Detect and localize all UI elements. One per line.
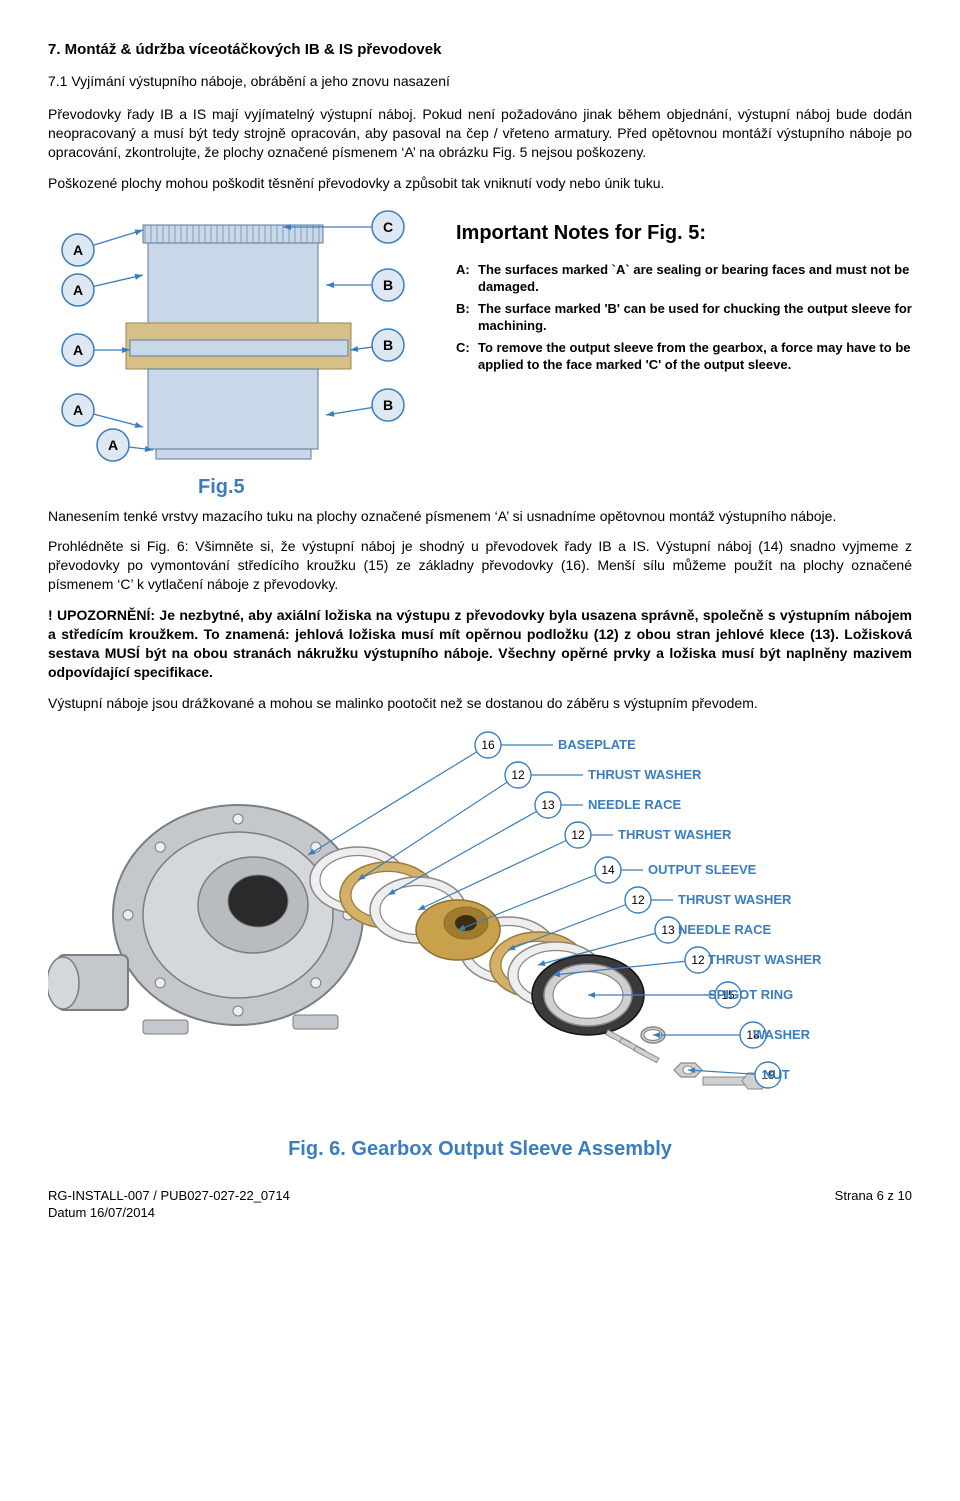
svg-text:B: B bbox=[383, 277, 393, 293]
svg-text:A: A bbox=[108, 437, 118, 453]
warning-paragraph: ! UPOZORNĚNÍ: Je nezbytné, aby axiální l… bbox=[48, 606, 912, 682]
paragraph-4: Prohlédněte si Fig. 6: Všimněte si, že v… bbox=[48, 537, 912, 594]
svg-text:NEEDLE RACE: NEEDLE RACE bbox=[678, 922, 772, 937]
fig5-note-row: C:To remove the output sleeve from the g… bbox=[456, 339, 912, 374]
footer-date: Datum 16/07/2014 bbox=[48, 1204, 290, 1222]
figure-5-notes: Important Notes for Fig. 5: A:The surfac… bbox=[428, 205, 912, 378]
svg-text:12: 12 bbox=[571, 828, 585, 842]
fig5-notes-title: Important Notes for Fig. 5: bbox=[456, 220, 912, 247]
section-title: 7. Montáž & údržba víceotáčkových IB & I… bbox=[48, 40, 912, 60]
svg-text:12: 12 bbox=[691, 953, 705, 967]
figure-5-block: A A A A A C B B B Important Notes for Fig. 5: A:… bbox=[48, 205, 912, 470]
svg-text:16: 16 bbox=[481, 738, 495, 752]
svg-text:NEEDLE RACE: NEEDLE RACE bbox=[588, 797, 682, 812]
svg-text:A: A bbox=[73, 402, 83, 418]
svg-text:13: 13 bbox=[661, 923, 675, 937]
footer-page-number: Strana 6 z 10 bbox=[835, 1187, 912, 1222]
svg-text:13: 13 bbox=[541, 798, 555, 812]
svg-text:THRUST WASHER: THRUST WASHER bbox=[708, 952, 822, 967]
svg-text:C: C bbox=[383, 219, 393, 235]
svg-text:B: B bbox=[383, 337, 393, 353]
figure-6-caption: Fig. 6. Gearbox Output Sleeve Assembly bbox=[48, 1136, 912, 1163]
fig5-note-row: A:The surfaces marked `A` are sealing or… bbox=[456, 261, 912, 296]
footer-doc-id: RG-INSTALL-007 / PUB027-027-22_0714 bbox=[48, 1187, 290, 1205]
figure-5-diagram: A A A A A C B B B bbox=[48, 205, 428, 470]
figure-6-block: 16BASEPLATE12THRUST WASHER13NEEDLE RACE1… bbox=[48, 725, 912, 1163]
svg-text:NUT: NUT bbox=[763, 1067, 790, 1082]
svg-text:14: 14 bbox=[601, 863, 615, 877]
figure-5-caption: Fig.5 bbox=[198, 474, 912, 501]
svg-text:B: B bbox=[383, 397, 393, 413]
svg-text:BASEPLATE: BASEPLATE bbox=[558, 737, 636, 752]
svg-text:A: A bbox=[73, 342, 83, 358]
svg-text:WASHER: WASHER bbox=[753, 1027, 811, 1042]
svg-text:OUTPUT SLEEVE: OUTPUT SLEEVE bbox=[648, 862, 757, 877]
svg-text:12: 12 bbox=[631, 893, 645, 907]
svg-text:THRUST WASHER: THRUST WASHER bbox=[618, 827, 732, 842]
subsection-title: 7.1 Vyjímání výstupního náboje, obrábění… bbox=[48, 72, 912, 91]
paragraph-2: Poškozené plochy mohou poškodit těsnění … bbox=[48, 174, 912, 193]
paragraph-3: Nanesením tenké vrstvy mazacího tuku na … bbox=[48, 507, 912, 526]
fig5-note-row: B:The surface marked 'B' can be used for… bbox=[456, 300, 912, 335]
svg-text:A: A bbox=[73, 242, 83, 258]
paragraph-1: Převodovky řady IB a IS mají vyjímatelný… bbox=[48, 105, 912, 162]
svg-text:SPIGOT RING: SPIGOT RING bbox=[708, 987, 793, 1002]
page-footer: RG-INSTALL-007 / PUB027-027-22_0714 Datu… bbox=[48, 1187, 912, 1222]
svg-text:THRUST WASHER: THRUST WASHER bbox=[588, 767, 702, 782]
svg-text:THRUST WASHER: THRUST WASHER bbox=[678, 892, 792, 907]
paragraph-5: Výstupní náboje jsou drážkované a mohou … bbox=[48, 694, 912, 713]
svg-text:A: A bbox=[73, 282, 83, 298]
svg-text:12: 12 bbox=[511, 768, 525, 782]
